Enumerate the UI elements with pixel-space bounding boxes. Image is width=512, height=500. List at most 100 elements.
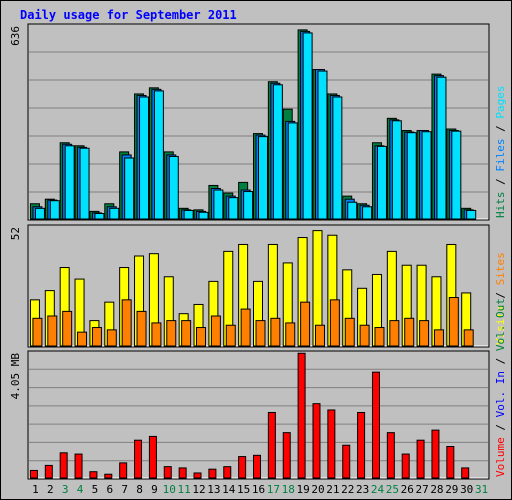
legend-entry: Pages bbox=[494, 86, 507, 119]
bar-pages-day-7 bbox=[124, 157, 135, 220]
bar-sites-day-21 bbox=[329, 299, 340, 347]
x-tick-label-day-13: 13 bbox=[207, 483, 220, 496]
bar-pages-day-18 bbox=[287, 122, 298, 220]
bar-pages-day-6 bbox=[109, 207, 120, 220]
legend-entry: Files bbox=[494, 139, 507, 172]
bar-pages-day-8 bbox=[139, 96, 150, 220]
bar-volume-day-20 bbox=[312, 403, 321, 479]
bar-pages-day-4 bbox=[79, 147, 90, 220]
x-tick-label-day-29: 29 bbox=[445, 483, 458, 496]
bar-volume-day-24 bbox=[371, 371, 380, 479]
bar-pages-day-3 bbox=[64, 145, 75, 220]
bar-volume-day-8 bbox=[134, 439, 143, 479]
bar-sites-day-25 bbox=[389, 320, 400, 347]
bar-volume-day-15 bbox=[238, 456, 247, 479]
bar-sites-day-24 bbox=[374, 327, 385, 347]
panel-middle-max-label: 52 bbox=[9, 227, 22, 240]
bar-pages-day-13 bbox=[213, 189, 224, 220]
bar-pages-day-9 bbox=[153, 90, 164, 220]
panel-bottom-legend: Volume / Vol. In / Vol. Out bbox=[494, 298, 507, 477]
x-tick-label-day-9: 9 bbox=[151, 483, 158, 496]
bar-sites-day-10 bbox=[166, 320, 177, 347]
bar-sites-day-5 bbox=[91, 327, 102, 347]
bar-sites-day-28 bbox=[433, 329, 444, 347]
bar-pages-day-26 bbox=[406, 132, 417, 220]
bar-volume-day-2 bbox=[44, 464, 53, 479]
x-tick-label-day-21: 21 bbox=[326, 483, 339, 496]
bar-volume-day-21 bbox=[327, 409, 336, 479]
legend-entry: / bbox=[494, 285, 507, 305]
x-tick-label-day-2: 2 bbox=[47, 483, 54, 496]
bar-pages-day-15 bbox=[243, 191, 254, 220]
bar-volume-day-22 bbox=[342, 444, 351, 479]
x-tick-label-day-26: 26 bbox=[401, 483, 414, 496]
bar-sites-day-23 bbox=[359, 324, 370, 347]
legend-entry: / bbox=[494, 172, 507, 192]
x-tick-label-day-16: 16 bbox=[252, 483, 265, 496]
x-tick-label-day-17: 17 bbox=[267, 483, 280, 496]
bar-volume-day-12 bbox=[193, 472, 202, 479]
bar-pages-day-19 bbox=[302, 32, 313, 220]
x-tick-label-day-5: 5 bbox=[92, 483, 99, 496]
x-tick-label-day-18: 18 bbox=[282, 483, 295, 496]
x-tick-label-day-19: 19 bbox=[296, 483, 309, 496]
bar-sites-day-8 bbox=[136, 310, 147, 347]
bar-sites-day-9 bbox=[151, 322, 162, 347]
x-tick-label-day-10: 10 bbox=[163, 483, 176, 496]
bar-pages-day-11 bbox=[183, 209, 194, 220]
bar-volume-day-17 bbox=[267, 411, 276, 479]
legend-entry: Vol. In bbox=[494, 371, 507, 417]
x-tick-label-day-24: 24 bbox=[371, 483, 385, 496]
bar-sites-day-3 bbox=[62, 310, 73, 347]
bar-pages-day-27 bbox=[421, 131, 432, 220]
bar-volume-day-19 bbox=[297, 352, 306, 479]
bar-sites-day-20 bbox=[314, 324, 325, 347]
bar-pages-day-12 bbox=[198, 211, 209, 220]
bar-pages-day-14 bbox=[228, 197, 239, 220]
x-tick-label-day-4: 4 bbox=[77, 483, 84, 496]
bar-pages-day-25 bbox=[391, 120, 402, 220]
bar-sites-day-17 bbox=[270, 317, 281, 347]
chart-title: Daily usage for September 2011 bbox=[20, 8, 237, 22]
bar-volume-day-10 bbox=[163, 466, 172, 479]
bar-volume-day-27 bbox=[416, 439, 425, 479]
legend-entry: Hits bbox=[494, 192, 507, 219]
x-tick-label-day-3: 3 bbox=[62, 483, 69, 496]
bar-sites-day-29 bbox=[448, 297, 459, 347]
bar-volume-day-14 bbox=[223, 466, 232, 479]
legend-entry: / bbox=[494, 119, 507, 139]
x-tick-label-day-12: 12 bbox=[192, 483, 205, 496]
x-tick-label-day-1: 1 bbox=[32, 483, 39, 496]
bar-volume-day-18 bbox=[282, 432, 291, 479]
x-tick-label-day-20: 20 bbox=[311, 483, 324, 496]
legend-entry: Sites bbox=[494, 252, 507, 285]
bar-volume-day-1 bbox=[29, 469, 38, 479]
bar-pages-day-29 bbox=[451, 130, 462, 220]
bar-sites-day-14 bbox=[225, 324, 236, 347]
x-tick-label-day-8: 8 bbox=[136, 483, 143, 496]
bar-pages-day-21 bbox=[332, 96, 343, 220]
bar-pages-day-22 bbox=[347, 201, 358, 220]
x-tick-label-day-25: 25 bbox=[386, 483, 399, 496]
bar-pages-day-24 bbox=[376, 145, 387, 220]
x-tick-label-day-7: 7 bbox=[121, 483, 128, 496]
bar-pages-day-28 bbox=[436, 76, 447, 220]
bar-volume-day-3 bbox=[59, 452, 68, 479]
bar-pages-day-20 bbox=[317, 70, 328, 220]
x-tick-label-day-15: 15 bbox=[237, 483, 250, 496]
bar-sites-day-4 bbox=[77, 331, 88, 347]
bar-sites-day-15 bbox=[240, 308, 251, 347]
x-tick-label-day-23: 23 bbox=[356, 483, 369, 496]
bar-pages-day-1 bbox=[34, 207, 45, 220]
bar-sites-day-1 bbox=[32, 317, 43, 347]
bar-sites-day-22 bbox=[344, 317, 355, 347]
bar-sites-day-12 bbox=[196, 327, 207, 347]
x-tick-label-day-22: 22 bbox=[341, 483, 354, 496]
panel-middle-legend: Visits / Sites bbox=[494, 252, 507, 345]
bar-volume-day-11 bbox=[178, 467, 187, 479]
bar-pages-day-2 bbox=[49, 200, 60, 220]
bar-pages-day-5 bbox=[94, 213, 105, 220]
panel-bottom-max-label: 4.05 MB bbox=[9, 353, 22, 400]
bar-sites-day-16 bbox=[255, 320, 266, 347]
